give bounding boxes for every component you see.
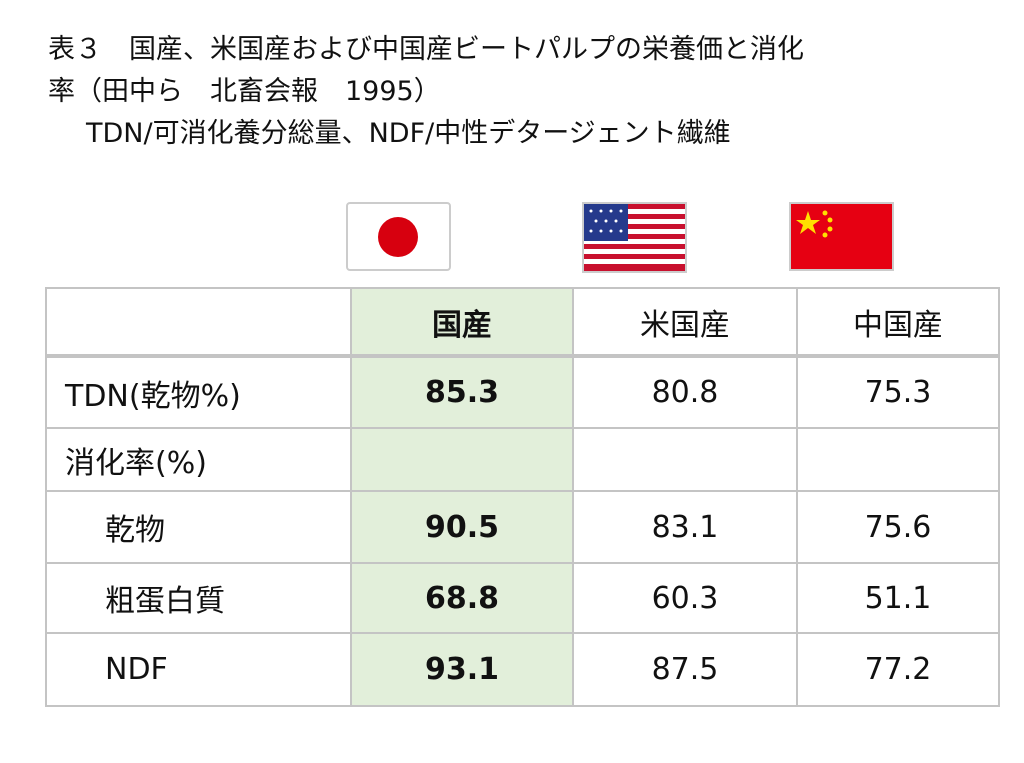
table-cell xyxy=(796,427,1000,492)
table-cell: 80.8 xyxy=(572,355,798,429)
table: 国産 米国産 中国産 TDN(乾物%) 85.3 80.8 75.3 消化率(%) 乾物 90.5… xyxy=(45,287,1000,707)
table-cell: 75.6 xyxy=(796,490,1000,564)
table-cell: 51.1 xyxy=(796,562,1000,634)
table-row: TDN(乾物%) 85.3 80.8 75.3 xyxy=(45,355,1000,429)
table-row: NDF 93.1 87.5 77.2 xyxy=(45,632,1000,707)
table-cell: 77.2 xyxy=(796,632,1000,707)
table-cell xyxy=(45,287,352,358)
table-cell: 消化率(%) xyxy=(45,427,352,492)
table-cell: 83.1 xyxy=(572,490,798,564)
table-cell: 米国産 xyxy=(572,287,798,358)
flag-china xyxy=(789,202,894,271)
table-row: 消化率(%) xyxy=(45,427,1000,492)
table-cell xyxy=(350,427,574,492)
table-cell: 国産 xyxy=(350,287,574,358)
title-line: 率（田中ら 北畜会報 1995） xyxy=(48,76,441,107)
title-line: 表３ 国産、米国産および中国産ビートパルプの栄養価と消化 xyxy=(48,34,804,65)
table-cell: 90.5 xyxy=(350,490,574,564)
table-cell: 粗蛋白質 xyxy=(45,562,352,634)
table-row: 国産 米国産 中国産 xyxy=(45,287,1000,358)
table-cell: 75.3 xyxy=(796,355,1000,429)
table-cell: 68.8 xyxy=(350,562,574,634)
table-cell: 93.1 xyxy=(350,632,574,707)
table-cell: 60.3 xyxy=(572,562,798,634)
table-cell: 87.5 xyxy=(572,632,798,707)
table-cell: NDF xyxy=(45,632,352,707)
title-line: TDN/可消化養分総量、NDF/中性デタージェント繊維 xyxy=(86,118,731,149)
table-cell: 中国産 xyxy=(796,287,1000,358)
table-row: 乾物 90.5 83.1 75.6 xyxy=(45,490,1000,564)
table-row: 粗蛋白質 68.8 60.3 51.1 xyxy=(45,562,1000,634)
table-cell: 85.3 xyxy=(350,355,574,429)
table-cell: TDN(乾物%) xyxy=(45,355,352,429)
table-cell xyxy=(572,427,798,492)
table-cell: 乾物 xyxy=(45,490,352,564)
flag-usa xyxy=(582,202,687,273)
flag-japan xyxy=(346,202,451,271)
